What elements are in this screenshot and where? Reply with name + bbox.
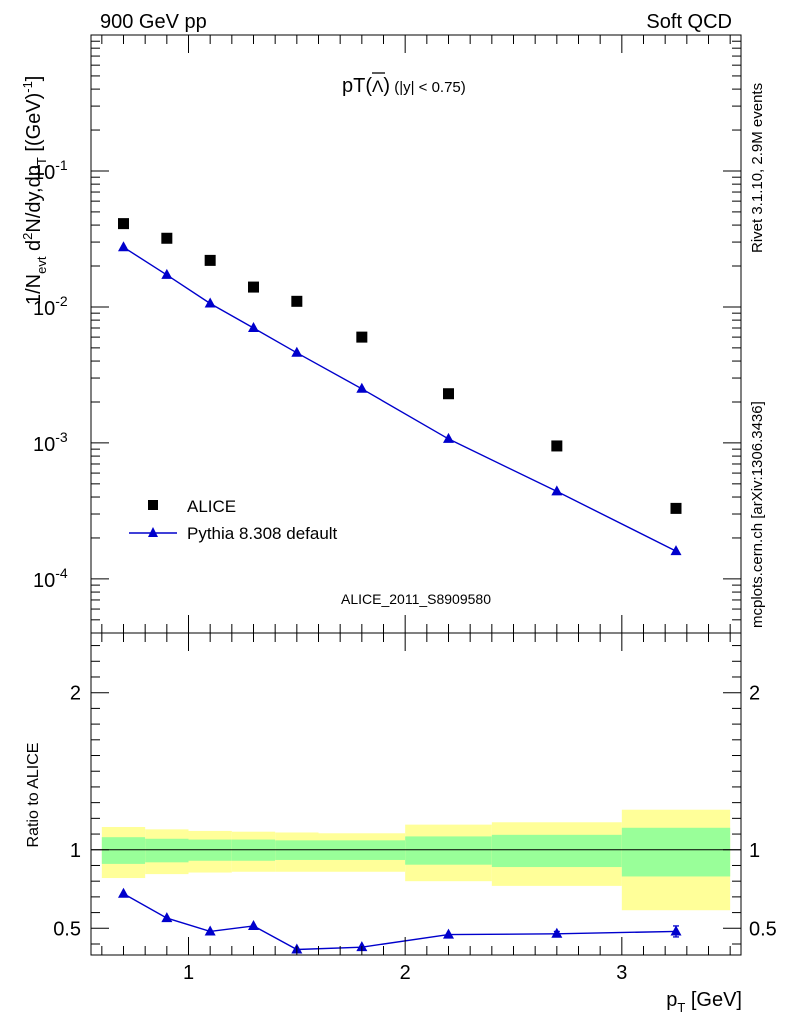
- ratio-point: [204, 925, 216, 936]
- pythia-point: [551, 485, 563, 496]
- ratio-panel-frame: [90, 632, 742, 956]
- ratio-point: [670, 925, 682, 936]
- xtick-label: 2: [400, 962, 411, 984]
- alice-point: [161, 232, 173, 244]
- alice-point: [670, 502, 682, 514]
- legend-marker-pythia: [148, 527, 158, 537]
- ratio-ytick-label: 1: [70, 840, 81, 862]
- main-ylabel: 1/Nevt d2N/dy,dpT [(GeV)-1]: [20, 76, 49, 305]
- main-ytick-label: 10-3: [33, 429, 68, 456]
- ratio-band-inner: [145, 838, 189, 863]
- xtick-label: 3: [616, 962, 627, 984]
- pythia-point: [291, 346, 303, 357]
- ratio-point: [118, 887, 129, 898]
- legend-label-pythia: Pythia 8.308 default: [187, 524, 338, 543]
- ratio-point: [551, 927, 563, 938]
- plot-title-symbol: Λ: [372, 77, 384, 96]
- pythia-point: [204, 297, 216, 308]
- pythia-point: [248, 322, 259, 333]
- pythia-point: [443, 432, 454, 443]
- ratio-band-inner: [621, 827, 731, 877]
- ratio-ytick-label-right: 1: [749, 840, 760, 862]
- ratio-band-inner: [491, 834, 622, 868]
- main-panel: 10-4 10-3 10-2 10-1: [33, 34, 742, 634]
- ratio-line: [123, 893, 677, 951]
- main-panel-frame: [90, 34, 742, 634]
- ratio-ytick-label: 0.5: [53, 918, 81, 940]
- alice-point: [118, 218, 129, 230]
- legend-marker-alice: [148, 500, 158, 510]
- plot-title-close: ): [383, 75, 390, 97]
- ratio-ytick-label-right: 2: [749, 683, 760, 705]
- ratio-point: [161, 912, 173, 923]
- ratio-point: [443, 928, 454, 939]
- alice-point: [248, 281, 259, 293]
- ratio-band-inner: [101, 837, 146, 864]
- rivet-version-label: Rivet 3.1.10, 2.9M events: [749, 83, 766, 253]
- header-right-label: Soft QCD: [646, 11, 732, 33]
- analysis-watermark: ALICE_2011_S8909580: [341, 591, 491, 607]
- mcplots-label: mcplots.cern.ch [arXiv:1306.3436]: [749, 401, 766, 628]
- alice-point: [443, 388, 454, 400]
- xlabel: pT [GeV]: [666, 989, 742, 1015]
- pythia-point: [670, 545, 682, 556]
- ratio-point: [248, 919, 259, 930]
- legend-label-alice: ALICE: [187, 497, 236, 516]
- ratio-ytick-label: 2: [70, 683, 81, 705]
- pythia-point: [356, 382, 368, 393]
- ratio-ytick-label-right: 0.5: [749, 918, 777, 940]
- alice-point: [291, 295, 303, 307]
- alice-point: [356, 331, 368, 343]
- main-ytick-label: 10-1: [33, 157, 68, 184]
- pythia-point: [118, 241, 129, 252]
- plot-title-cut: (|y| < 0.75): [390, 79, 466, 96]
- header-left-label: 900 GeV pp: [100, 11, 207, 33]
- xtick-label: 1: [183, 962, 194, 984]
- main-ytick-label: 10-4: [33, 565, 68, 592]
- pythia-point: [161, 268, 173, 279]
- alice-point: [551, 440, 563, 452]
- alice-point: [204, 254, 216, 266]
- main-ytick-label: 10-2: [33, 293, 68, 320]
- ratio-band-inner: [405, 836, 492, 865]
- plot-title-main: pT(: [342, 75, 372, 97]
- plot-title: pT(Λ) (|y| < 0.75): [342, 75, 466, 97]
- ratio-ylabel: Ratio to ALICE: [25, 743, 42, 848]
- legend: ALICE Pythia 8.308 default: [129, 497, 338, 543]
- ratio-panel: 0.5 0.5 1 1 2 2 1 2 3: [53, 632, 777, 984]
